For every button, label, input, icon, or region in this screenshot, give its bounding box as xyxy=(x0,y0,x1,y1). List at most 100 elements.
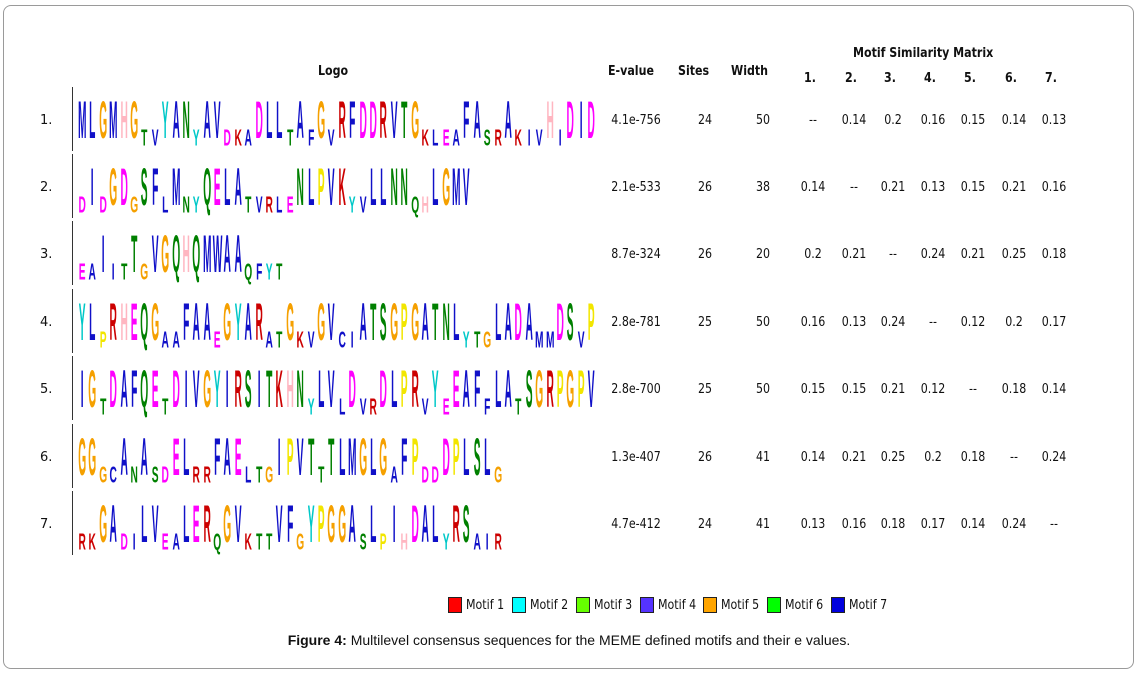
similarity-cell: -- xyxy=(969,382,977,397)
matrix-col-header: 5. xyxy=(964,71,976,86)
logo-residue: D xyxy=(421,461,429,488)
logo-residue: G xyxy=(337,493,346,555)
legend-item: Motif 5 xyxy=(703,597,760,613)
logo-residue: G xyxy=(88,426,97,488)
sites-cell: 25 xyxy=(697,315,713,330)
logo-residue: T xyxy=(120,258,127,285)
logo-residue: L xyxy=(370,493,377,555)
logo-residue: D xyxy=(99,191,107,218)
logo-residue: N xyxy=(442,291,450,353)
logo-residue: D xyxy=(442,426,450,488)
logo-residue: P xyxy=(317,493,325,555)
similarity-cell: 0.24 xyxy=(1041,450,1067,465)
logo-residue: M xyxy=(109,89,118,151)
logo-residue: G xyxy=(379,426,388,488)
logo-residue: P xyxy=(400,291,408,353)
legend: Motif 1 Motif 2 Motif 3 Motif 4 Motif 5 Motif… xyxy=(448,597,887,613)
similarity-cell: 0.15 xyxy=(960,180,986,195)
logo-residue: L xyxy=(432,493,439,555)
width-cell: 41 xyxy=(755,450,771,465)
logo-residue: A xyxy=(223,426,232,488)
logo-residue: D xyxy=(556,291,564,353)
logo-residue: F xyxy=(131,358,138,420)
motif-number: 4. xyxy=(40,315,53,330)
similarity-cell: 0.14 xyxy=(800,180,826,195)
similarity-cell: 0.21 xyxy=(880,180,906,195)
logo-residue: A xyxy=(452,124,460,151)
logo-residue: A xyxy=(172,326,180,353)
logo-residue: M xyxy=(77,89,87,151)
logo-residue: E xyxy=(442,393,450,420)
similarity-cell: 0.18 xyxy=(1001,382,1027,397)
logo-residue: P xyxy=(286,426,294,488)
similarity-cell: 0.24 xyxy=(1001,517,1027,532)
similarity-cell: 0.25 xyxy=(880,450,906,465)
sites-cell: 26 xyxy=(697,247,713,262)
logo-residue: A xyxy=(109,493,118,555)
logo-residue: A xyxy=(120,358,128,420)
logo-residue: D xyxy=(120,156,128,218)
similarity-cell: 0.16 xyxy=(841,517,867,532)
similarity-cell: 0.21 xyxy=(960,247,986,262)
logo-residue: F xyxy=(286,493,294,555)
logo-residue: R xyxy=(369,393,377,420)
similarity-cell: 0.15 xyxy=(841,382,867,397)
logo-residue: I xyxy=(226,358,230,420)
similarity-cell: 0.17 xyxy=(1041,315,1067,330)
legend-item: Motif 6 xyxy=(767,597,823,613)
logo-residue: L xyxy=(89,291,96,353)
logo-residue: S xyxy=(245,358,252,420)
motif-number: 7. xyxy=(40,517,53,532)
logo-residue: K xyxy=(421,124,429,151)
logo-residue: E xyxy=(130,291,138,353)
logo-residue: Y xyxy=(234,291,242,353)
similarity-cell: 0.13 xyxy=(841,315,867,330)
logo-residue: A xyxy=(172,89,180,151)
logo-residue: V xyxy=(151,493,159,555)
logo-residue: I xyxy=(558,124,562,151)
logo-residue: M xyxy=(535,326,544,353)
similarity-cell: 0.14 xyxy=(1041,382,1067,397)
logo-header: Logo xyxy=(318,64,349,79)
logo-residue: Q xyxy=(171,223,180,285)
logo-residue: L xyxy=(370,156,377,218)
logo-residue: G xyxy=(88,358,97,420)
figure-frame xyxy=(3,5,1134,669)
logo-residue: L xyxy=(307,156,314,218)
logo-residue: L xyxy=(453,291,460,353)
logo-residue: A xyxy=(421,291,429,353)
logo-residue: T xyxy=(255,528,262,555)
logo-residue: E xyxy=(442,124,450,151)
logo-residue: A xyxy=(462,358,471,420)
logo-residue: H xyxy=(120,89,128,151)
legend-label: Motif 1 xyxy=(466,597,505,613)
logo-residue: F xyxy=(473,358,481,420)
logo-residue: D xyxy=(223,124,232,151)
similarity-cell: 0.18 xyxy=(1041,247,1067,262)
logo-residue: P xyxy=(587,291,595,353)
width-cell: 38 xyxy=(755,180,771,195)
logo-residue: S xyxy=(473,426,481,488)
similarity-cell: 0.2 xyxy=(804,247,822,262)
logo-residue: G xyxy=(150,291,159,353)
similarity-cell: 0.21 xyxy=(841,450,867,465)
logo-residue: D xyxy=(161,461,170,488)
logo-residue: T xyxy=(99,393,107,420)
logo-residue: G xyxy=(389,291,398,353)
caption-label: Figure 4: xyxy=(287,632,347,648)
similarity-cell: 0.2 xyxy=(884,113,902,128)
logo-residue: M xyxy=(545,326,555,353)
similarity-cell: 0.12 xyxy=(920,382,946,397)
similarity-cell: 0.15 xyxy=(960,113,986,128)
logo-residue: S xyxy=(359,528,367,555)
logo-residue: R xyxy=(203,493,211,555)
logo-residue: R xyxy=(494,528,502,555)
logo-residue: K xyxy=(234,124,242,151)
evalue-header: E-value xyxy=(608,64,654,79)
logo-residue: G xyxy=(140,258,149,285)
logo-residue: D xyxy=(369,89,377,151)
legend-item: Motif 7 xyxy=(831,597,887,613)
logo-residue: G xyxy=(410,89,419,151)
